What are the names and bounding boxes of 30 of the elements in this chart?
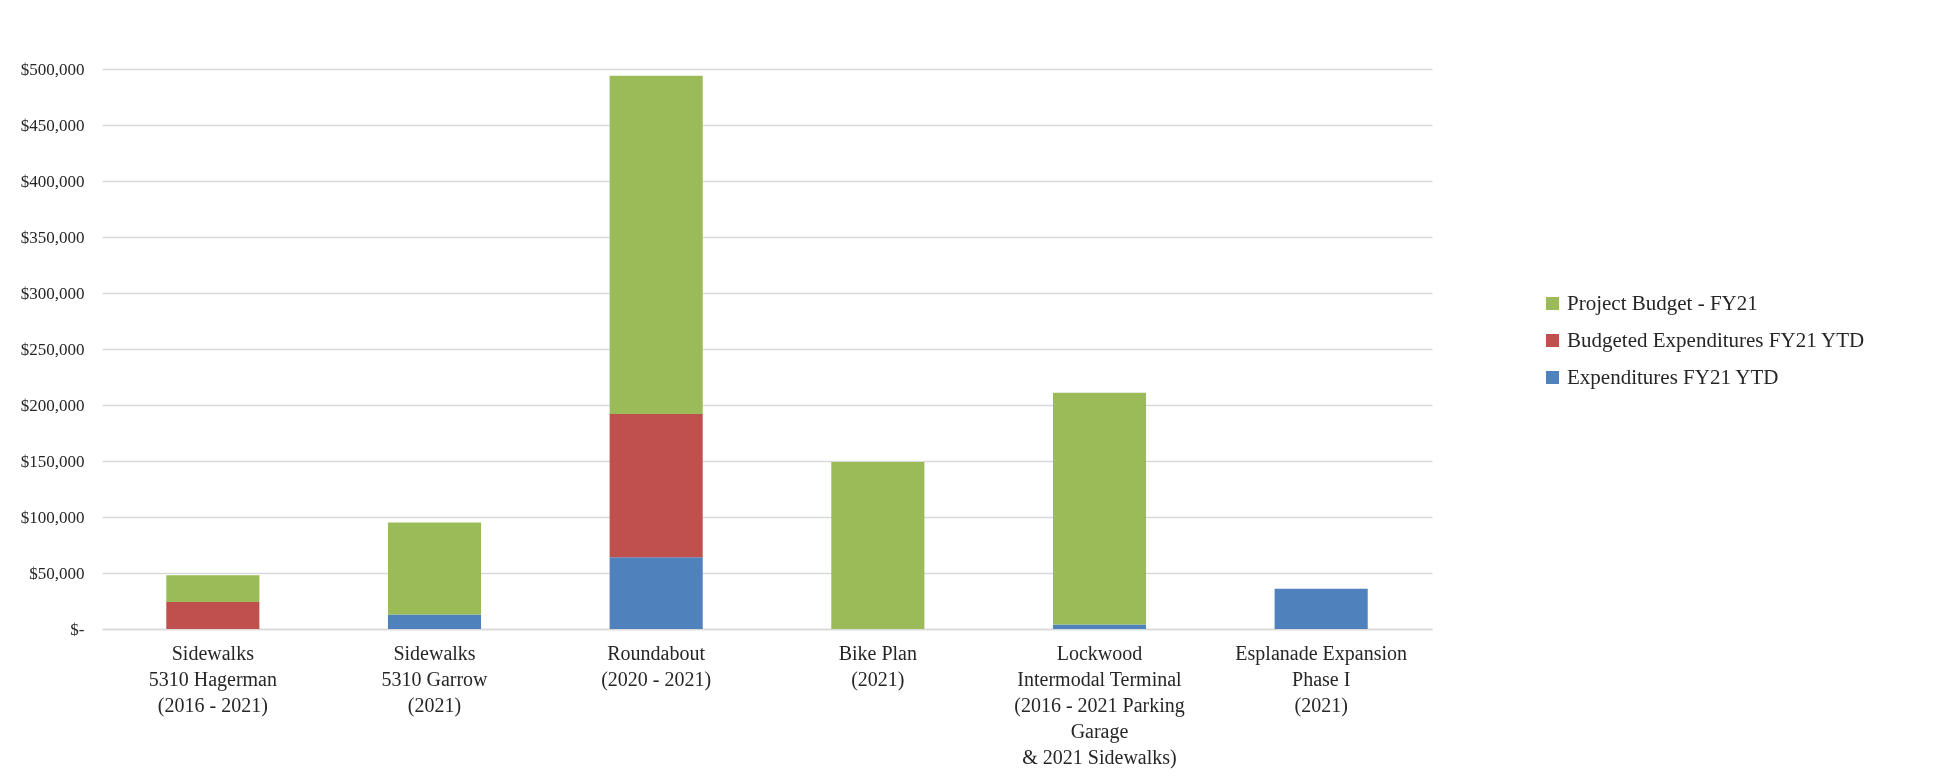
y-tick-label: $350,000: [20, 227, 85, 247]
y-tick-label: $300,000: [20, 283, 85, 303]
legend-label: Budgeted Expenditures FY21 YTD: [1567, 327, 1865, 352]
x-tick-label: Bike Plan (2021): [838, 641, 918, 691]
bar: [831, 462, 925, 629]
y-tick-label: $450,000: [20, 115, 85, 135]
y-tick-label: $400,000: [20, 171, 85, 191]
x-tick-label: Lockwood Intermodal Terminal (2016 - 2021 Parking Garage & 2021 Sidewalks): [1014, 641, 1185, 769]
bar: [1274, 588, 1368, 629]
bar: [387, 614, 482, 629]
bar: [1052, 392, 1147, 625]
bar: [166, 602, 260, 629]
bar: [609, 557, 703, 629]
x-tick-label: Roundabout (2020 - 2021): [601, 641, 712, 691]
y-tick-label: $150,000: [20, 451, 85, 471]
legend-label: Project Budget - FY21: [1567, 290, 1758, 315]
x-tick-label: Esplanade Expansion Phase I (2021): [1235, 641, 1407, 717]
x-tick-label: Sidewalks 5310 Garrow (2021): [381, 641, 489, 717]
y-tick-label: $500,000: [20, 59, 85, 79]
legend-label: Expenditures FY21 YTD: [1567, 364, 1779, 389]
bar: [387, 522, 482, 615]
y-tick-label: $250,000: [20, 339, 85, 359]
y-tick-label: $50,000: [29, 563, 85, 583]
bar: [166, 575, 260, 603]
y-tick-label: $100,000: [20, 507, 85, 527]
y-tick-label: $-: [70, 619, 85, 639]
x-tick-label: Sidewalks 5310 Hagerman (2016 - 2021): [148, 641, 277, 717]
bar: [609, 413, 703, 558]
y-tick-label: $200,000: [20, 395, 85, 415]
bar: [609, 75, 703, 414]
